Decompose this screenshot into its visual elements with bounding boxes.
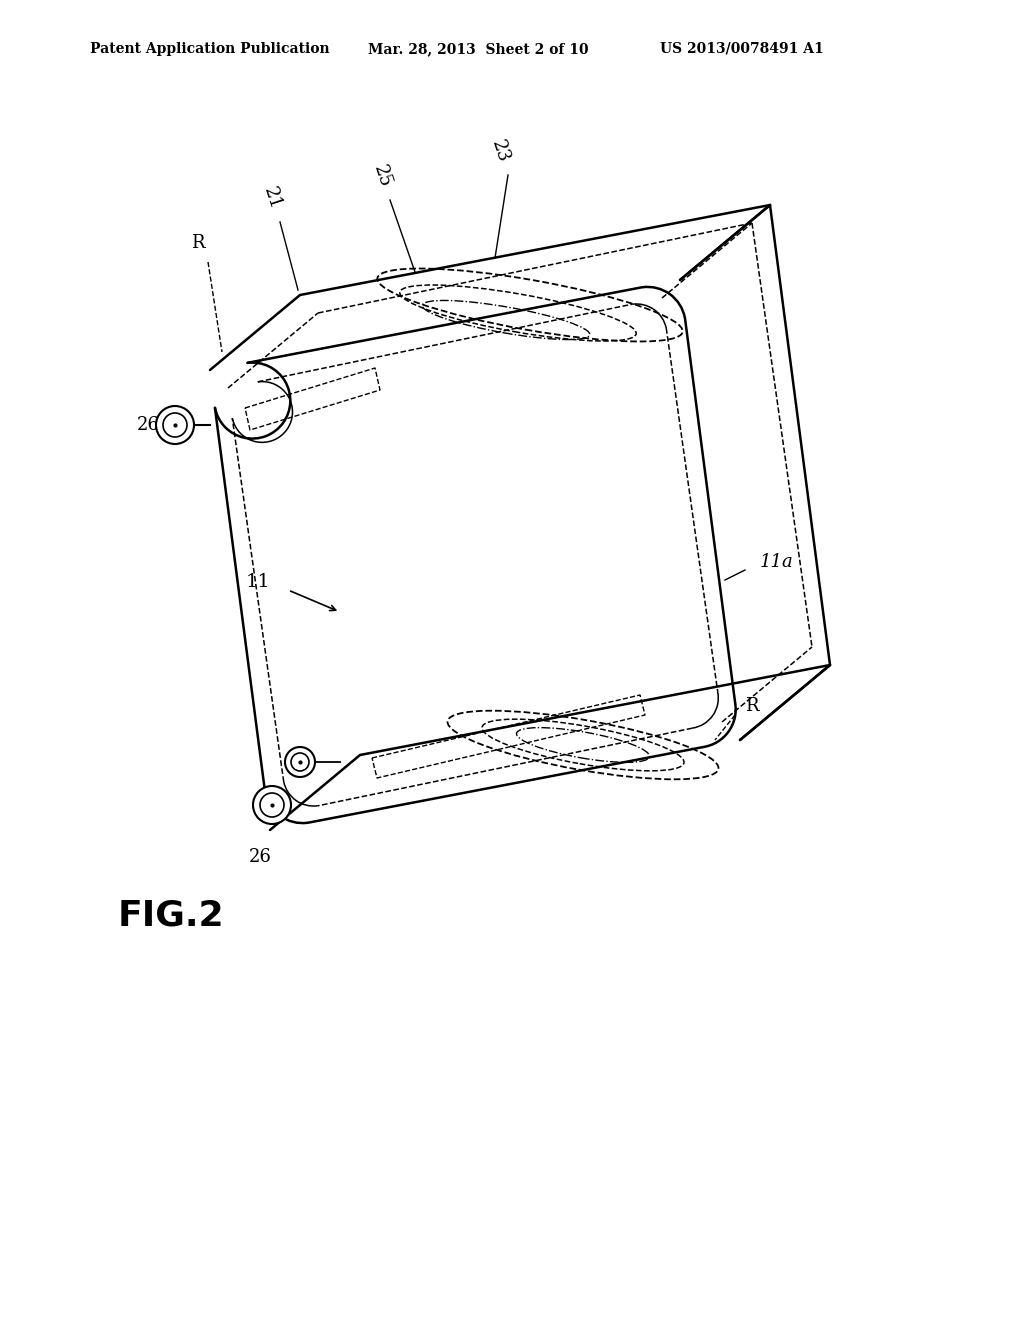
- Text: FIG.2: FIG.2: [118, 898, 224, 932]
- Text: 26: 26: [136, 416, 160, 434]
- Text: 11: 11: [246, 573, 270, 591]
- Circle shape: [156, 407, 194, 444]
- Text: 26: 26: [249, 847, 271, 866]
- Circle shape: [291, 752, 309, 771]
- Text: US 2013/0078491 A1: US 2013/0078491 A1: [660, 42, 823, 55]
- Circle shape: [285, 747, 315, 777]
- Text: Mar. 28, 2013  Sheet 2 of 10: Mar. 28, 2013 Sheet 2 of 10: [368, 42, 589, 55]
- Text: Patent Application Publication: Patent Application Publication: [90, 42, 330, 55]
- Text: R: R: [191, 234, 205, 252]
- Circle shape: [253, 785, 291, 824]
- Text: R: R: [745, 697, 759, 715]
- Text: 25: 25: [370, 162, 394, 190]
- Circle shape: [260, 793, 284, 817]
- Text: 21: 21: [260, 185, 284, 213]
- Circle shape: [163, 413, 187, 437]
- Text: 11a: 11a: [760, 553, 794, 572]
- Text: 23: 23: [487, 137, 512, 165]
